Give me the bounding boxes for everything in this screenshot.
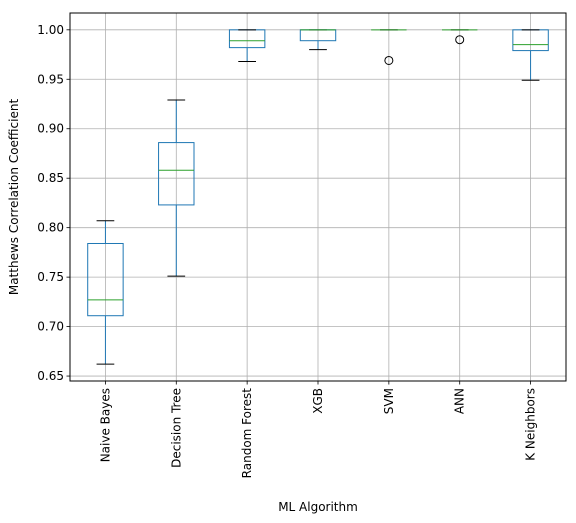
y-tick-label: 0.90: [37, 122, 64, 136]
x-tick-label: SVM: [382, 388, 396, 414]
box-iqr: [87, 242, 124, 317]
x-tick-label: Decision Tree: [169, 388, 183, 468]
y-axis-ticks: 0.65 0.70 0.75 0.80 0.85 0.90 0.95 1.00: [37, 23, 70, 383]
box-group: [442, 29, 478, 45]
grid-lines: [70, 13, 566, 381]
box-group: [228, 29, 266, 62]
box-marks: [87, 29, 549, 365]
outlier-point: [455, 35, 465, 45]
y-axis-label: Matthews Correlation Coefficient: [7, 99, 21, 296]
x-tick-label: ANN: [453, 388, 467, 414]
box-iqr: [158, 142, 195, 206]
box-group: [512, 29, 549, 81]
y-tick-label: 0.70: [37, 320, 64, 334]
y-tick-label: 0.95: [37, 72, 64, 86]
y-tick-label: 0.65: [37, 369, 64, 383]
x-tick-label: Naive Bayes: [98, 388, 112, 462]
box-group: [158, 99, 195, 277]
y-tick-label: 0.75: [37, 270, 64, 284]
box-group: [371, 29, 407, 65]
y-tick-label: 0.85: [37, 171, 64, 185]
y-tick-label: 0.80: [37, 221, 64, 235]
y-tick-label: 1.00: [37, 23, 64, 37]
box-group: [299, 29, 337, 51]
x-tick-label: Random Forest: [240, 388, 254, 479]
box-group: [87, 220, 124, 365]
x-tick-label: XGB: [311, 388, 325, 414]
outlier-point: [384, 55, 394, 65]
x-tick-label: K Neighbors: [524, 388, 538, 461]
x-axis-label: ML Algorithm: [278, 500, 358, 514]
x-axis-ticks: Naive Bayes Decision Tree Random Forest XGB…: [98, 381, 538, 479]
